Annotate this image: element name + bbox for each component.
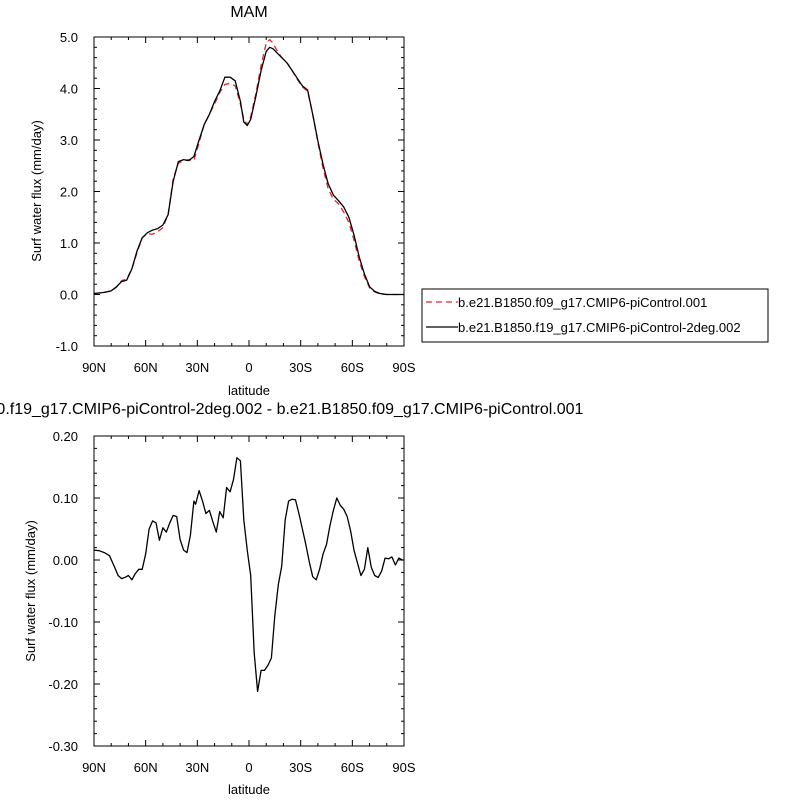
bottom-x-tick-label: 60N xyxy=(134,760,158,775)
top-y-tick-label: -1.0 xyxy=(56,339,78,354)
top-y-tick-label: 3.0 xyxy=(60,133,78,148)
top-panel-ylabel: Surf water flux (mm/day) xyxy=(29,120,44,262)
top-x-tick-label: 60N xyxy=(134,360,158,375)
legend: b.e21.B1850.f09_g17.CMIP6-piControl.001 … xyxy=(421,288,769,343)
bottom-x-tick-label: 90S xyxy=(392,760,415,775)
bottom-panel-plot-frame xyxy=(93,435,405,747)
top-x-tick-label: 60S xyxy=(341,360,364,375)
top-series-line-1 xyxy=(93,46,404,296)
bottom-panel-ylabel: Surf water flux (mm/day) xyxy=(23,520,38,662)
bottom-y-tick-label: 0.00 xyxy=(53,553,78,568)
legend-label-f19: b.e21.B1850.f19_g17.CMIP6-piControl-2deg… xyxy=(458,320,741,335)
top-x-tick-label: 30S xyxy=(289,360,312,375)
bottom-x-tick-label: 60S xyxy=(341,760,364,775)
top-x-tick-label: 90S xyxy=(392,360,415,375)
top-x-tick-label: 90N xyxy=(82,360,106,375)
top-panel-plot-frame xyxy=(93,36,405,347)
top-y-tick-label: 5.0 xyxy=(60,30,78,45)
top-panel-ticks: 90N 60N 30N 0 30S 60S 90S -1.0 0.0 1.0 2.0 3.0 4.0 5.… xyxy=(56,30,416,375)
legend-box xyxy=(421,288,769,343)
bottom-series-line-0 xyxy=(93,457,404,693)
bottom-y-tick-label: 0.20 xyxy=(53,429,78,444)
top-panel-title: MAM xyxy=(230,4,267,21)
bottom-panel-data-layer xyxy=(93,457,404,693)
bottom-panel-title: b.e21.B1850.f19_g17.CMIP6-piControl-2deg… xyxy=(0,401,584,418)
top-panel-xlabel: latitude xyxy=(228,383,270,398)
bottom-panel: b.e21.B1850.f19_g17.CMIP6-piControl-2deg… xyxy=(0,401,584,797)
top-x-tick-label: 30N xyxy=(185,360,209,375)
top-y-tick-label: 4.0 xyxy=(60,82,78,97)
bottom-panel-ticks: 90N 60N 30N 0 30S 60S 90S -0.30 -0.20 -0.10 0.00 0.… xyxy=(48,429,416,775)
bottom-y-tick-label: 0.10 xyxy=(53,491,78,506)
top-series-line-0 xyxy=(93,38,404,296)
bottom-x-tick-label: 0 xyxy=(245,760,252,775)
bottom-y-tick-label: -0.10 xyxy=(48,615,78,630)
bottom-x-tick-label: 90N xyxy=(82,760,106,775)
top-y-tick-label: 2.0 xyxy=(60,185,78,200)
top-y-tick-label: 1.0 xyxy=(60,236,78,251)
top-panel-data-layer xyxy=(93,38,404,296)
bottom-x-tick-label: 30N xyxy=(185,760,209,775)
bottom-y-tick-label: -0.30 xyxy=(48,739,78,754)
bottom-x-tick-label: 30S xyxy=(289,760,312,775)
bottom-panel-xlabel: latitude xyxy=(228,782,270,797)
top-x-tick-label: 0 xyxy=(245,360,252,375)
top-y-tick-label: 0.0 xyxy=(60,288,78,303)
legend-label-f09: b.e21.B1850.f09_g17.CMIP6-piControl.001 xyxy=(458,295,707,310)
bottom-y-tick-label: -0.20 xyxy=(48,677,78,692)
top-panel: MAM Surf water flux (mm/day) latitude 90… xyxy=(29,4,416,398)
